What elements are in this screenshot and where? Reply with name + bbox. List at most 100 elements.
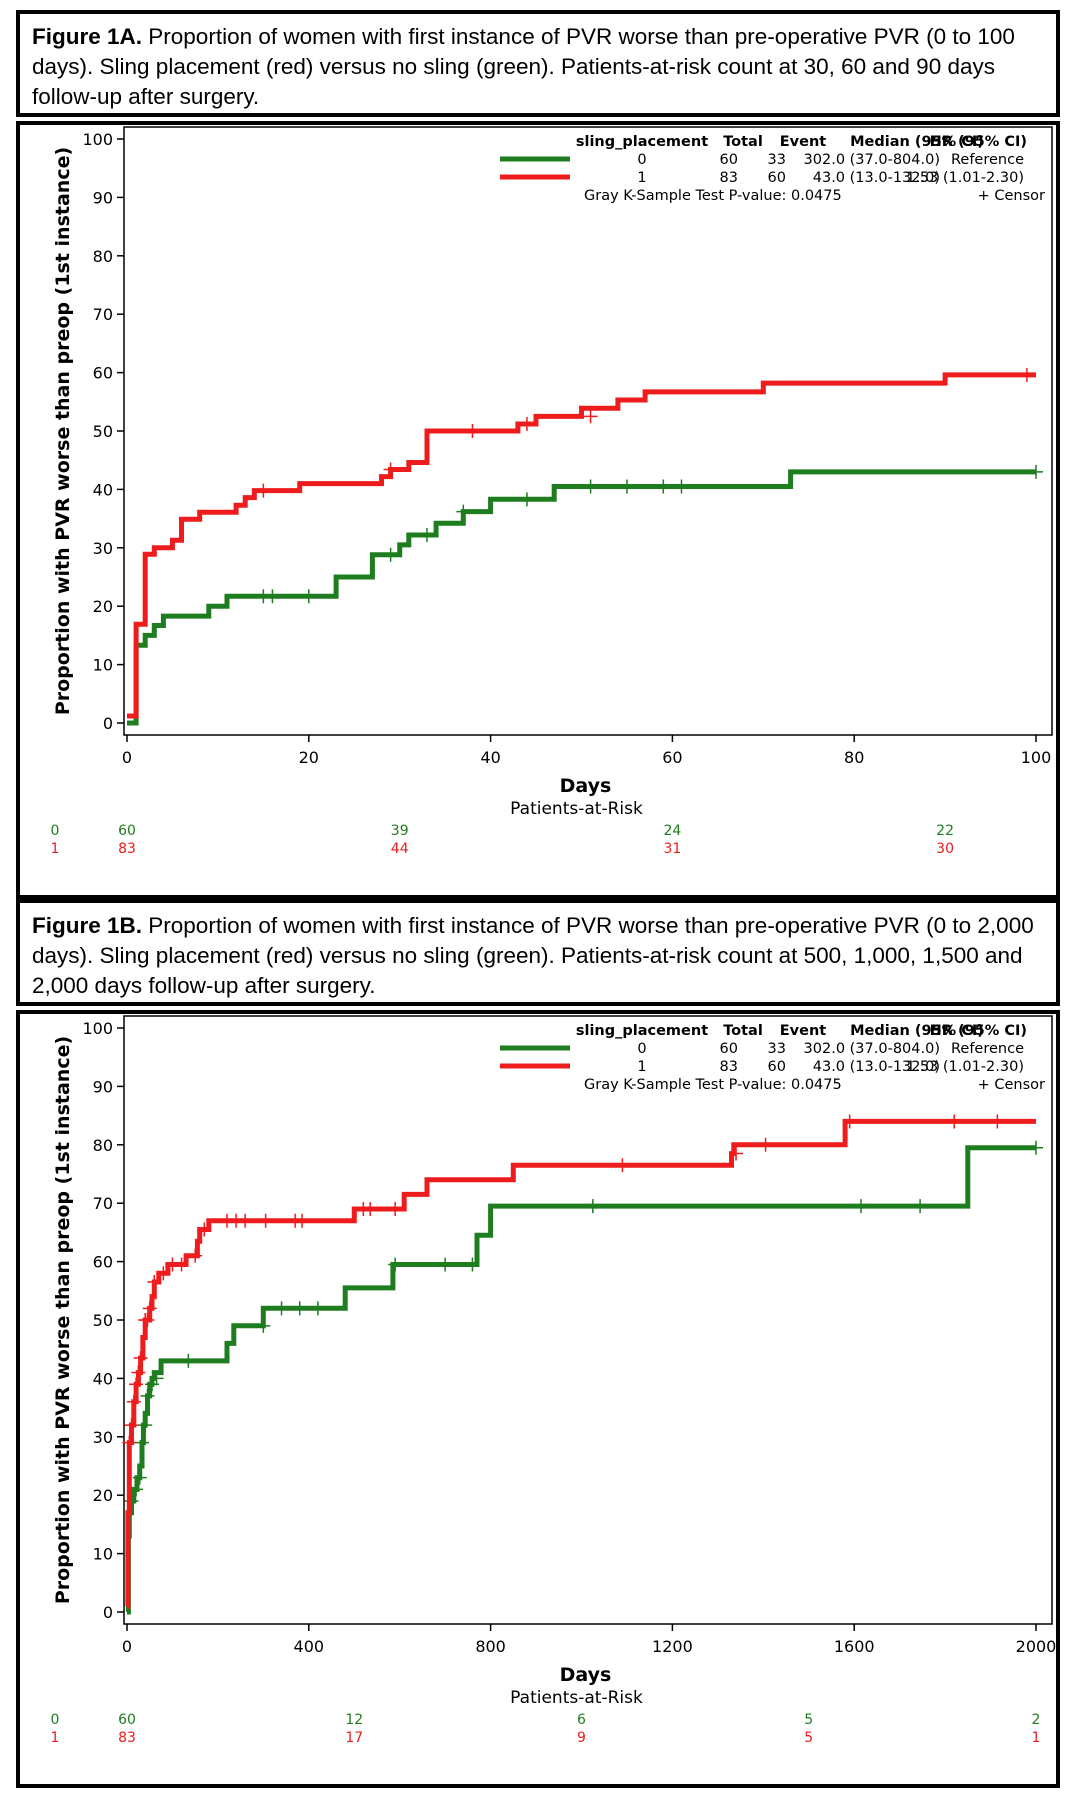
x-tick-label: 80 xyxy=(844,748,864,767)
legend-censor-key: + Censor xyxy=(978,188,1045,204)
series-0-censor-mark xyxy=(1029,1140,1043,1155)
series-0-censor-mark xyxy=(138,1418,153,1433)
y-tick-label: 30 xyxy=(93,539,113,558)
legend-test-pvalue: Gray K-Sample Test P-value: 0.0475 xyxy=(584,188,842,204)
y-tick-label: 80 xyxy=(93,247,113,266)
series-1-censor-mark xyxy=(256,483,271,498)
legend-header-1: Total xyxy=(723,1023,763,1039)
x-tick-label: 1600 xyxy=(834,1637,875,1656)
legend-header-4: HR (95% CI) xyxy=(930,134,1027,150)
legend-cell: 302.0 (37.0-804.0) xyxy=(804,152,940,168)
risk-count: 22 xyxy=(936,823,954,839)
series-1-censor-mark xyxy=(990,1114,1005,1129)
series-1-censor-mark xyxy=(188,1248,203,1263)
risk-count: 83 xyxy=(118,841,136,857)
risk-table-title: Patients-at-Risk xyxy=(510,799,643,819)
series-0-censor-mark xyxy=(465,1257,480,1272)
legend-cell: 0 xyxy=(637,152,646,168)
series-1-step-line xyxy=(127,372,1036,719)
series-0-censor-mark xyxy=(674,479,689,494)
series-0-censor-mark xyxy=(619,479,634,494)
y-tick-label: 0 xyxy=(103,1603,113,1622)
y-tick-label: 10 xyxy=(93,1545,113,1564)
risk-count: 5 xyxy=(804,1730,813,1746)
legend-cell: 60 xyxy=(768,170,786,186)
y-tick-label: 40 xyxy=(93,480,113,499)
risk-count: 24 xyxy=(663,823,681,839)
risk-count: 39 xyxy=(391,823,409,839)
y-tick-label: 20 xyxy=(93,597,113,616)
legend-cell: 60 xyxy=(720,152,738,168)
series-0-censor-mark xyxy=(140,1388,155,1403)
series-0-step-line xyxy=(125,1145,1036,1615)
legend-cell: Reference xyxy=(951,152,1024,168)
figure-1b-plot-box: 0 10 20 30 40 50 60 70 80 90 100 0 400 800 1200 1600 200… xyxy=(16,1010,1060,1788)
series-1-censor-mark xyxy=(258,1213,273,1228)
series-0-censor-mark xyxy=(292,1301,307,1316)
series-1-censor-mark xyxy=(465,424,480,438)
legend-header-1: Total xyxy=(723,134,763,150)
series-0-censor-mark xyxy=(383,547,398,562)
legend-cell: 33 xyxy=(768,1041,786,1057)
series-1-censor-mark xyxy=(197,1222,212,1237)
series-1-censor-mark xyxy=(363,1202,378,1217)
series-1-censor-mark xyxy=(294,1213,309,1228)
series-0-censor-mark xyxy=(388,1257,403,1272)
x-tick-label: 1200 xyxy=(652,1637,693,1656)
series-1-censor-mark xyxy=(129,1377,144,1392)
series-0-censor-mark xyxy=(438,1257,453,1272)
series-1-censor-mark xyxy=(122,1435,137,1450)
series-1-censor-mark xyxy=(758,1137,773,1152)
x-tick-label: 2000 xyxy=(1016,1637,1056,1656)
series-0-step-line xyxy=(127,469,1036,726)
legend-cell: 33 xyxy=(768,152,786,168)
series-1-censor-mark xyxy=(174,1257,189,1272)
x-axis-label: Days xyxy=(560,775,612,797)
series-1-censor-mark xyxy=(947,1114,962,1129)
y-tick-label: 30 xyxy=(93,1428,113,1447)
series-0-censor-mark xyxy=(274,1301,289,1316)
series-0-censor-mark xyxy=(301,589,316,604)
y-tick-label: 0 xyxy=(103,714,113,733)
risk-count: 30 xyxy=(936,841,954,857)
legend-header-3: Median (95% CI) xyxy=(850,134,984,150)
series-1-censor-mark xyxy=(133,1350,148,1365)
y-tick-label: 60 xyxy=(93,364,113,383)
y-tick-label: 40 xyxy=(93,1369,113,1388)
x-tick-label: 100 xyxy=(1021,748,1052,767)
legend-cell: 1.53 (1.01-2.30) xyxy=(906,1059,1024,1075)
x-tick-label: 20 xyxy=(299,748,319,767)
risk-count: 60 xyxy=(118,823,136,839)
series-1-censor-mark xyxy=(156,1266,171,1281)
legend-header-0: sling_placement xyxy=(576,134,708,150)
risk-group-label: 1 xyxy=(51,841,60,857)
series-0-censor-mark xyxy=(134,1435,149,1450)
series-1-censor-mark xyxy=(583,409,598,424)
legend-cell: 83 xyxy=(720,170,738,186)
risk-table-title: Patients-at-Risk xyxy=(510,1688,643,1708)
risk-count: 12 xyxy=(345,1712,363,1728)
risk-group-label: 0 xyxy=(51,823,60,839)
y-tick-label: 60 xyxy=(93,1253,113,1272)
figure-1b-caption: Figure 1B. Proportion of women with firs… xyxy=(20,903,1056,1001)
x-tick-label: 0 xyxy=(122,748,132,767)
series-0-censor-mark xyxy=(265,589,280,604)
legend-cell: 43.0 (13.0-132.0) xyxy=(813,1059,940,1075)
series-0-censor-mark xyxy=(149,1371,164,1386)
y-tick-label: 100 xyxy=(82,1019,113,1038)
series-0-censor-mark xyxy=(583,479,598,494)
figure-1a-label: Figure 1A. xyxy=(32,24,143,49)
legend-censor-key: + Censor xyxy=(978,1077,1045,1093)
legend-header-2: Event xyxy=(780,134,827,150)
y-tick-label: 70 xyxy=(93,305,113,324)
legend-cell: 0 xyxy=(637,1041,646,1057)
risk-count: 31 xyxy=(663,841,681,857)
y-tick-label: 90 xyxy=(93,188,113,207)
series-0-censor-mark xyxy=(1029,464,1043,479)
risk-group-label: 1 xyxy=(51,1730,60,1746)
series-1-censor-mark xyxy=(615,1158,630,1173)
series-1-censor-mark xyxy=(519,416,534,431)
legend-cell: 83 xyxy=(720,1059,738,1075)
series-0-censor-mark xyxy=(419,527,434,542)
